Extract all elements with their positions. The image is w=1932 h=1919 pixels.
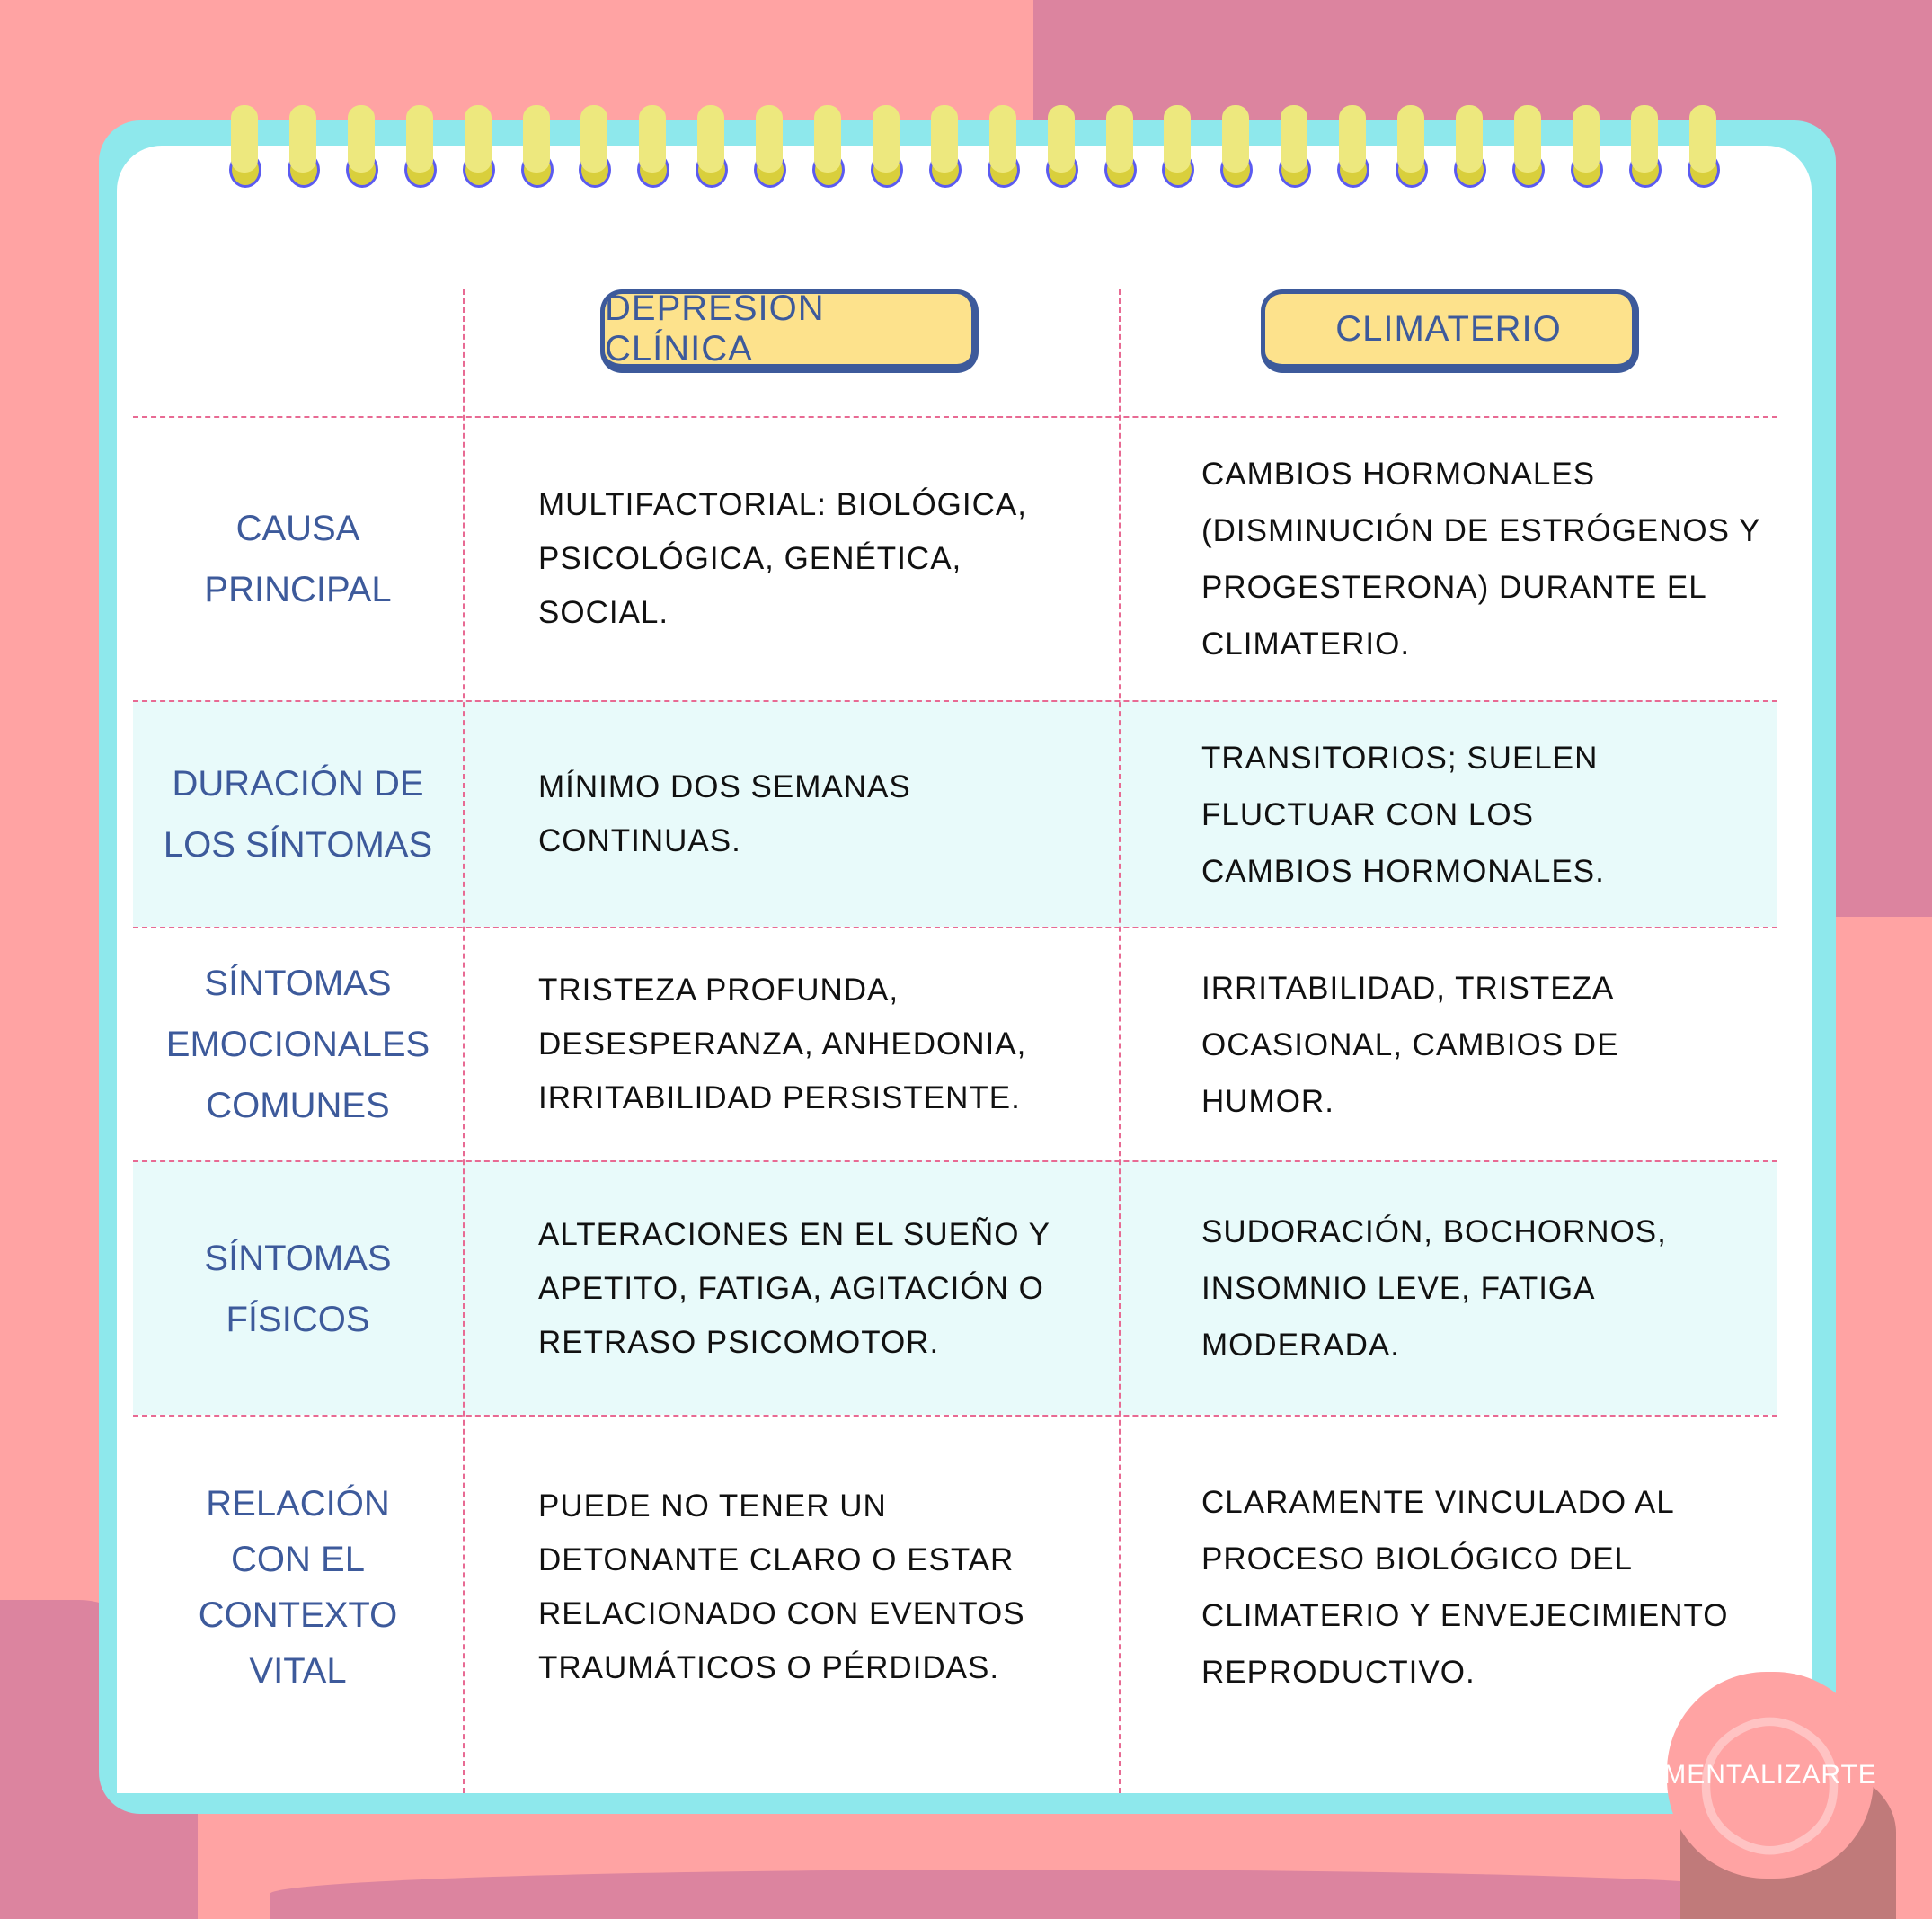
row-label-duracion: DURACIÓN DE LOS SÍNTOMAS bbox=[163, 764, 433, 865]
mentalizarte-logo: ◯ MENTALIZARTE bbox=[1663, 1672, 1876, 1879]
notebook-page bbox=[117, 146, 1812, 1793]
cell-depresion-contexto: PUEDE NO TENER UN DETONANTE CLARO O ESTA… bbox=[538, 1488, 1025, 1685]
divider bbox=[1119, 289, 1121, 1793]
brain-icon: ◯ bbox=[1694, 1699, 1847, 1850]
divider bbox=[133, 1160, 1777, 1162]
header-depresion-clinica: DEPRESIÓN CLÍNICA bbox=[600, 289, 979, 373]
background-blob-bottom bbox=[270, 1870, 1797, 1919]
row-shade bbox=[133, 1160, 1777, 1415]
cell-climaterio-fisicos: SUDORACIÓN, BOCHORNOS, INSOMNIO LEVE, FA… bbox=[1201, 1214, 1667, 1363]
row-shade bbox=[133, 700, 1777, 927]
divider bbox=[463, 289, 465, 1793]
logo-text: MENTALIZARTE bbox=[1663, 1760, 1877, 1790]
row-label-contexto: RELACIÓN CON EL CONTEXTO VITAL bbox=[198, 1484, 398, 1691]
divider bbox=[133, 416, 1777, 418]
cell-depresion-duracion: MÍNIMO DOS SEMANAS CONTINUAS. bbox=[538, 769, 911, 858]
cell-climaterio-duracion: TRANSITORIOS; SUELEN FLUCTUAR CON LOS CA… bbox=[1201, 740, 1605, 889]
cell-climaterio-causa: CAMBIOS HORMONALES (DISMINUCIÓN DE ESTRÓ… bbox=[1201, 457, 1760, 662]
header-climaterio: CLIMATERIO bbox=[1261, 289, 1639, 373]
divider bbox=[133, 927, 1777, 928]
row-label-emocionales: SÍNTOMAS EMOCIONALES COMUNES bbox=[165, 964, 430, 1125]
cell-climaterio-contexto: CLARAMENTE VINCULADO AL PROCESO BIOLÓGIC… bbox=[1201, 1485, 1729, 1690]
cell-depresion-fisicos: ALTERACIONES EN EL SUEÑO Y APETITO, FATI… bbox=[538, 1216, 1050, 1360]
cell-climaterio-emocionales: IRRITABILIDAD, TRISTEZA OCASIONAL, CAMBI… bbox=[1201, 970, 1619, 1119]
cell-depresion-causa: MULTIFACTORIAL: BIOLÓGICA, PSICOLÓGICA, … bbox=[538, 487, 1027, 630]
divider bbox=[133, 700, 1777, 702]
row-label-fisicos: SÍNTOMAS FÍSICOS bbox=[204, 1238, 392, 1339]
cell-depresion-emocionales: TRISTEZA PROFUNDA, DESESPERANZA, ANHEDON… bbox=[538, 973, 1027, 1115]
divider bbox=[133, 1415, 1777, 1417]
row-label-causa: CAUSA PRINCIPAL bbox=[204, 509, 392, 609]
